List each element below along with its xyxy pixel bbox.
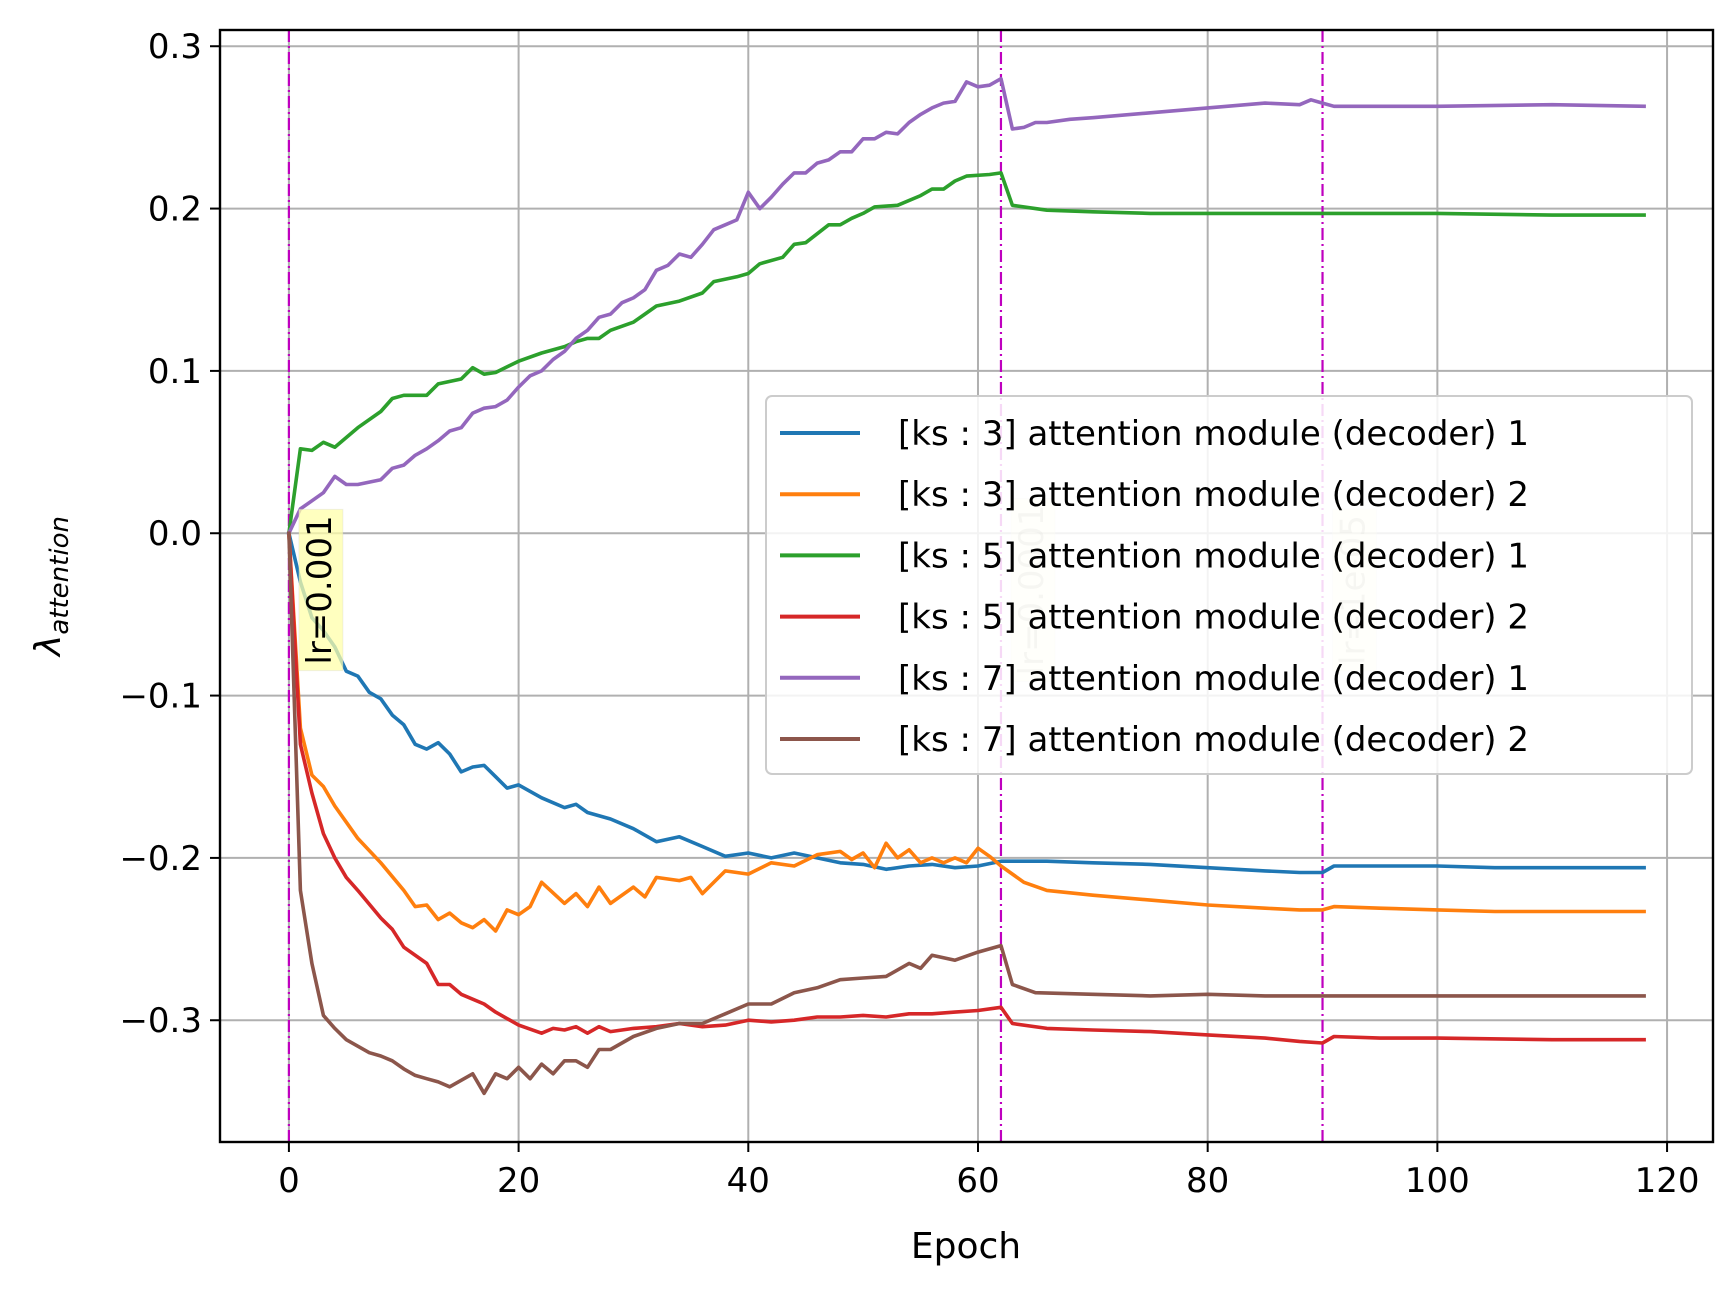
x-tick-label: 120 — [1635, 1161, 1700, 1201]
legend-items: [ks : 3] attention module (decoder) 1 [ks… — [780, 414, 1529, 760]
lr-label: lr=0.001 — [298, 508, 344, 672]
lr-label-text: lr=0.001 — [300, 515, 340, 664]
y-tick-label: −0.1 — [119, 677, 202, 717]
x-axis-label: Epoch — [911, 1226, 1021, 1267]
legend-label: [ks : 5] attention module (decoder) 1 — [898, 536, 1529, 576]
y-tick-label: 0.2 — [148, 190, 202, 230]
series-line — [286, 531, 1646, 933]
y-axis-label: λattention — [28, 516, 75, 658]
series-line — [286, 76, 1646, 536]
x-tick-label: 0 — [278, 1161, 300, 1201]
legend-box — [765, 395, 1693, 775]
y-tick-label: 0.0 — [148, 514, 202, 554]
y-tick-label: 0.1 — [148, 352, 202, 392]
y-axis-ticks: −0.3 −0.2 −0.1 0.0 0.1 0.2 0.3 — [119, 27, 220, 1041]
plot-frame — [218, 28, 1715, 1144]
x-tick-label: 40 — [727, 1161, 770, 1201]
series-line — [286, 171, 1646, 536]
y-axis-label-main: λ — [28, 635, 69, 658]
x-axis-ticks: 0 20 40 60 80 100 120 — [278, 1142, 1700, 1201]
x-tick-label: 60 — [956, 1161, 999, 1201]
legend: [ks : 3] attention module (decoder) 1 [ks… — [765, 395, 1693, 775]
legend-label: [ks : 7] attention module (decoder) 2 — [898, 720, 1529, 760]
svg-text:λattention: λattention — [28, 516, 75, 658]
x-tick-label: 80 — [1186, 1161, 1229, 1201]
y-tick-label: −0.3 — [119, 1001, 202, 1041]
y-axis-label-sub: attention — [45, 516, 75, 635]
series-line — [287, 531, 1646, 1096]
y-tick-label: 0.3 — [148, 27, 202, 67]
legend-label: [ks : 3] attention module (decoder) 1 — [898, 414, 1529, 454]
y-tick-label: −0.2 — [119, 839, 202, 879]
series-line — [286, 531, 1646, 875]
x-tick-label: 100 — [1405, 1161, 1470, 1201]
x-tick-label: 20 — [497, 1161, 540, 1201]
legend-label: [ks : 5] attention module (decoder) 2 — [898, 598, 1529, 638]
legend-label: [ks : 7] attention module (decoder) 1 — [898, 659, 1529, 699]
legend-label: [ks : 3] attention module (decoder) 2 — [898, 475, 1529, 515]
lr-label-box — [298, 508, 344, 672]
series-lines — [286, 76, 1646, 1096]
